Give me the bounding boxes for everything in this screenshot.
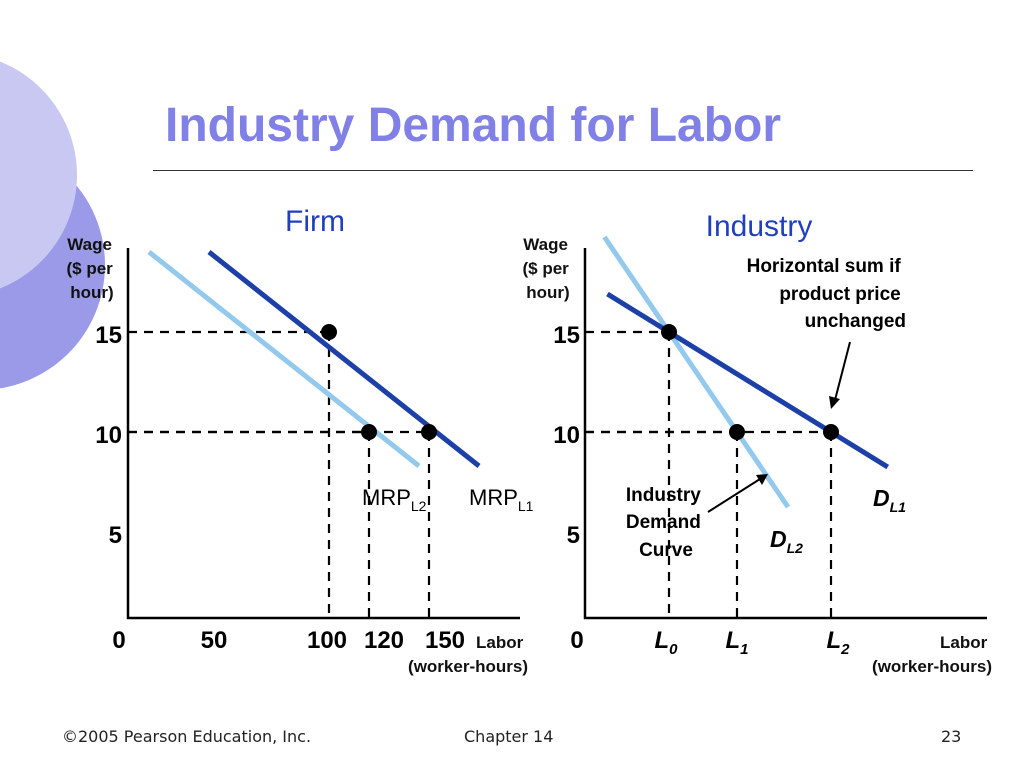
firm-chart: Firm Wage ($ per hour) 15 10 5 0 50 100 … xyxy=(66,205,533,676)
firm-x-tick-150: 150 xyxy=(425,627,465,654)
data-point xyxy=(321,324,337,340)
firm-guide-lines xyxy=(128,330,431,618)
footer-chapter: Chapter 14 xyxy=(464,727,554,746)
tick-main: L xyxy=(654,627,669,654)
arrowhead-icon xyxy=(829,396,840,409)
industry-x-axis-label: Labor (worker-hours) xyxy=(872,633,992,676)
firm-x-axis-label: Labor (worker-hours) xyxy=(408,633,528,676)
industry-y-tick-15: 15 xyxy=(553,322,580,349)
firm-y-axis-label-line: Wage xyxy=(67,235,112,254)
annotation-horizontal-sum: Horizontal sum if product price unchange… xyxy=(747,256,906,332)
firm-x-tick-120: 120 xyxy=(364,627,404,654)
industry-x-tick-l1: L1 xyxy=(725,627,748,658)
curve-mrpl2 xyxy=(147,250,421,468)
firm-x-tick-0: 0 xyxy=(112,627,125,654)
series-label-sub: L1 xyxy=(518,498,534,514)
firm-x-axis-label-line: Labor xyxy=(476,633,524,652)
slide-title: Industry Demand for Labor xyxy=(165,99,782,152)
data-point xyxy=(661,324,677,340)
series-label-mrpl1: MRPL1 xyxy=(469,485,534,514)
firm-y-tick-15: 15 xyxy=(95,322,122,349)
series-label-mrpl2: MRPL2 xyxy=(362,485,427,514)
decor-inner-circle xyxy=(0,61,77,289)
footer-copyright: ©2005 Pearson Education, Inc. xyxy=(62,727,312,746)
decorative-circles xyxy=(0,61,105,389)
series-label-main: D xyxy=(873,485,890,511)
industry-y-axis-label-line: hour) xyxy=(526,283,569,302)
series-label-main: D xyxy=(770,526,787,552)
industry-y-axis-label-line: Wage xyxy=(523,235,568,254)
tick-sub: 1 xyxy=(740,641,748,658)
title-divider xyxy=(153,170,973,171)
data-point xyxy=(729,424,745,440)
industry-chart-title: Industry xyxy=(706,210,813,243)
annotation-industry-demand-curve: Industry Demand Curve xyxy=(626,485,706,561)
series-label-main: MRP xyxy=(362,485,411,510)
series-label-main: MRP xyxy=(469,485,518,510)
industry-x-tick-0: 0 xyxy=(570,627,583,654)
arrowhead-icon xyxy=(756,474,768,485)
industry-y-axis-label-line: ($ per xyxy=(522,259,569,278)
industry-chart: Industry Wage ($ per hour) 15 10 5 0 L0 … xyxy=(522,210,992,676)
firm-y-tick-5: 5 xyxy=(109,522,122,549)
firm-x-axis-label-line: (worker-hours) xyxy=(408,657,528,676)
industry-y-axis-label: Wage ($ per hour) xyxy=(522,235,573,302)
firm-points xyxy=(321,324,437,440)
industry-x-tick-l2: L2 xyxy=(826,627,850,658)
series-label-dl1: DL1 xyxy=(873,485,906,515)
industry-x-axis-label-line: Labor xyxy=(940,633,988,652)
firm-y-axis-label: Wage ($ per hour) xyxy=(66,235,117,302)
data-point xyxy=(823,424,839,440)
annotation-line: Horizontal sum if xyxy=(747,256,902,277)
firm-y-axis-label-line: ($ per xyxy=(66,259,113,278)
industry-curves xyxy=(602,235,890,509)
annotation-line: Demand xyxy=(626,512,701,533)
firm-x-tick-100: 100 xyxy=(307,627,347,654)
annotation-line: Curve xyxy=(639,540,693,561)
industry-x-tick-l0: L0 xyxy=(654,627,678,658)
data-point xyxy=(421,424,437,440)
tick-main: L xyxy=(725,627,740,654)
firm-y-tick-10: 10 xyxy=(95,422,122,449)
series-label-dl2: DL2 xyxy=(770,526,803,556)
data-point xyxy=(361,424,377,440)
annotation-arrow-industry-demand xyxy=(707,478,761,513)
tick-sub: 2 xyxy=(840,641,850,658)
series-label-sub: L2 xyxy=(787,540,804,556)
tick-sub: 0 xyxy=(669,641,678,658)
annotation-line: product price xyxy=(779,284,900,305)
annotation-line: unchanged xyxy=(805,311,906,332)
firm-y-axis-label-line: hour) xyxy=(70,283,113,302)
industry-y-tick-10: 10 xyxy=(553,422,580,449)
industry-y-tick-5: 5 xyxy=(567,522,580,549)
series-label-sub: L1 xyxy=(890,499,907,515)
industry-points xyxy=(661,324,839,440)
series-label-sub: L2 xyxy=(411,498,427,514)
tick-main: L xyxy=(826,627,841,654)
industry-guide-lines xyxy=(585,330,833,618)
annotation-line: Industry xyxy=(626,485,701,506)
industry-x-axis-label-line: (worker-hours) xyxy=(872,657,992,676)
curve-dl2 xyxy=(602,235,791,509)
firm-x-tick-50: 50 xyxy=(201,627,228,654)
curve-mrpl1 xyxy=(207,250,481,468)
curve-dl1 xyxy=(606,291,890,470)
firm-chart-title: Firm xyxy=(285,205,345,238)
annotation-arrow-horizontal-sum xyxy=(834,341,851,401)
footer-page-number: 23 xyxy=(941,727,962,746)
